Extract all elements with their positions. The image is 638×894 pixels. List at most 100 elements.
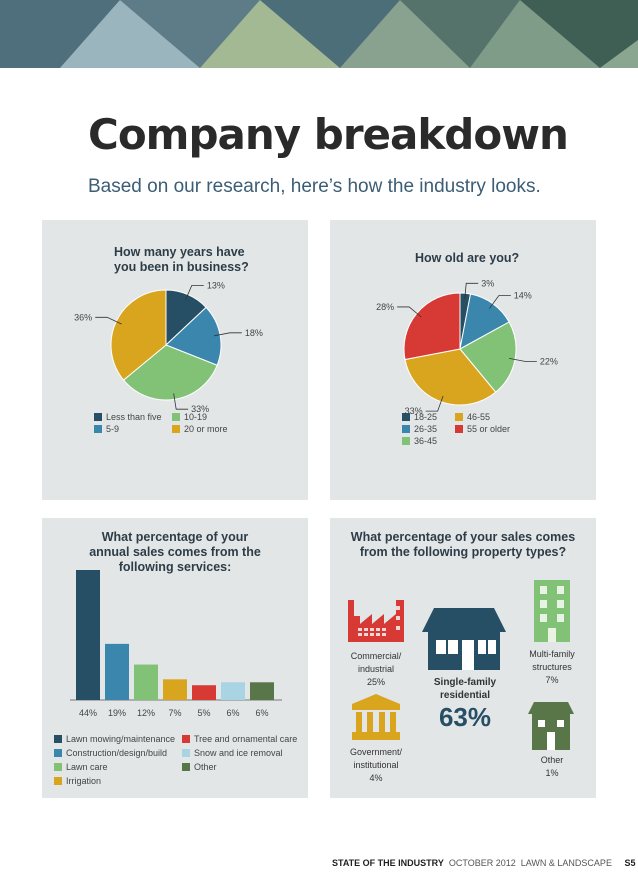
other-label: Other 1% bbox=[514, 754, 590, 780]
legend-item: Irrigation bbox=[54, 776, 101, 786]
legend-swatch bbox=[172, 425, 180, 433]
legend-label: Lawn care bbox=[66, 762, 108, 772]
leader-line bbox=[489, 295, 511, 309]
property-label-line: Multi-family bbox=[529, 649, 575, 659]
slice-label: 22% bbox=[540, 356, 558, 366]
legend-item: 55 or older bbox=[455, 424, 510, 434]
leader-line bbox=[509, 357, 537, 362]
legend-item: Tree and ornamental care bbox=[182, 734, 297, 744]
legend-item: Construction/design/build bbox=[54, 748, 167, 758]
footer-issue: OCTOBER 2012 bbox=[448, 858, 516, 868]
property-label-line: Government/ bbox=[349, 747, 403, 757]
factory-icon bbox=[348, 600, 404, 642]
legend-label: 18-25 bbox=[414, 412, 438, 422]
bar-value-label: 19% bbox=[108, 708, 126, 718]
legend-item: 36-45 bbox=[402, 436, 437, 446]
page-title: Company breakdown bbox=[88, 110, 569, 159]
multi-family-label: Multi-family structures 7% bbox=[514, 648, 590, 687]
bar bbox=[192, 685, 216, 700]
slice-label: 14% bbox=[514, 291, 532, 301]
footer-page-number: S5 bbox=[624, 858, 636, 868]
property-label-line: residential bbox=[439, 690, 491, 701]
legend-swatch bbox=[54, 749, 62, 757]
legend-item: 5-9 bbox=[94, 424, 119, 434]
legend-label: 20 or more bbox=[184, 424, 228, 434]
legend-label: Lawn mowing/maintenance bbox=[66, 734, 176, 744]
legend-item: 46-55 bbox=[455, 412, 490, 422]
legend-label: Construction/design/build bbox=[66, 748, 168, 758]
apartment-building-icon bbox=[534, 580, 570, 642]
property-label-line: Other bbox=[540, 755, 564, 765]
leader-line bbox=[464, 282, 479, 300]
bar-value-label: 6% bbox=[226, 708, 239, 718]
chart-title-line: How many years have bbox=[114, 245, 245, 259]
bar bbox=[163, 679, 187, 700]
chart-title-line: from the following property types? bbox=[359, 545, 567, 559]
page-subtitle: Based on our research, here’s how the in… bbox=[88, 176, 541, 197]
age-panel: How old are you? 3% 14% 22% 33% 28% 18-25 26… bbox=[330, 220, 596, 500]
bar bbox=[221, 682, 245, 700]
leader-line bbox=[425, 395, 444, 412]
chart-title-line: annual sales comes from the bbox=[89, 545, 261, 559]
chart-title-line: What percentage of your sales comes bbox=[350, 530, 576, 544]
chart-title-line: you been in business? bbox=[114, 260, 249, 274]
pie-slice bbox=[403, 292, 461, 361]
legend-swatch bbox=[402, 413, 410, 421]
services-bar-chart: 44% 19% 12% 7% 5% 6% 6% bbox=[70, 570, 282, 718]
bar-value-label: 7% bbox=[168, 708, 181, 718]
slice-label: 18% bbox=[245, 328, 263, 338]
legend-label: Tree and ornamental care bbox=[194, 734, 298, 744]
legend-swatch bbox=[455, 413, 463, 421]
legend-swatch bbox=[402, 437, 410, 445]
legend-swatch bbox=[54, 735, 62, 743]
leader-line bbox=[214, 332, 242, 337]
chart-title: What percentage of your annual sales com… bbox=[42, 530, 308, 575]
years-in-business-panel: How many years have you been in business… bbox=[42, 220, 308, 500]
bar bbox=[250, 682, 274, 700]
legend-swatch bbox=[94, 425, 102, 433]
legend-swatch bbox=[182, 749, 190, 757]
legend-label: 36-45 bbox=[414, 436, 438, 446]
header-banner bbox=[0, 0, 638, 68]
property-label-line: Commercial/ bbox=[350, 651, 402, 661]
legend-swatch bbox=[455, 425, 463, 433]
property-value: 7% bbox=[545, 675, 559, 685]
page-footer: STATE OF THE INDUSTRY OCTOBER 2012 LAWN … bbox=[332, 858, 635, 868]
slice-label: 13% bbox=[207, 280, 225, 290]
legend-item: 10-19 bbox=[172, 412, 207, 422]
legend-item: 26-35 bbox=[402, 424, 437, 434]
slice-label: 28% bbox=[376, 302, 394, 312]
age-pie: 3% 14% 22% 33% 28% bbox=[376, 278, 558, 416]
legend-swatch bbox=[182, 735, 190, 743]
legend-swatch bbox=[182, 763, 190, 771]
slice-label: 36% bbox=[74, 312, 92, 322]
legend-label: Other bbox=[194, 762, 217, 772]
slice-label: 33% bbox=[405, 406, 423, 416]
bar-value-label: 5% bbox=[197, 708, 210, 718]
commercial-label: Commercial/ industrial 25% bbox=[336, 650, 416, 689]
legend-label: Irrigation bbox=[66, 776, 102, 786]
footer-magazine: LAWN & LANDSCAPE bbox=[520, 858, 612, 868]
legend-item: Less than five bbox=[94, 412, 162, 422]
property-value: 25% bbox=[366, 677, 385, 687]
legend-item: 18-25 bbox=[402, 412, 437, 422]
property-value: 1% bbox=[545, 768, 559, 778]
property-label-line: Single-family bbox=[433, 677, 497, 688]
property-value: 4% bbox=[369, 773, 383, 783]
legend-label: 26-35 bbox=[414, 424, 438, 434]
legend-item: Lawn care bbox=[54, 762, 108, 772]
leader-line bbox=[185, 284, 204, 301]
slice-label: 33% bbox=[191, 404, 209, 414]
legend-item: 20 or more bbox=[172, 424, 228, 434]
property-label-line: institutional bbox=[353, 760, 399, 770]
legend-label: 5-9 bbox=[106, 424, 120, 434]
legend-swatch bbox=[54, 763, 62, 771]
bar-value-label: 12% bbox=[137, 708, 155, 718]
legend-swatch bbox=[94, 413, 102, 421]
services-panel: What percentage of your annual sales com… bbox=[42, 518, 308, 798]
chart-title: How many years have you been in business… bbox=[114, 245, 249, 275]
leader-line bbox=[95, 316, 122, 325]
chart-title: What percentage of your sales comes from… bbox=[330, 530, 596, 560]
bar bbox=[76, 570, 100, 700]
single-family-value: 63% bbox=[438, 702, 492, 732]
